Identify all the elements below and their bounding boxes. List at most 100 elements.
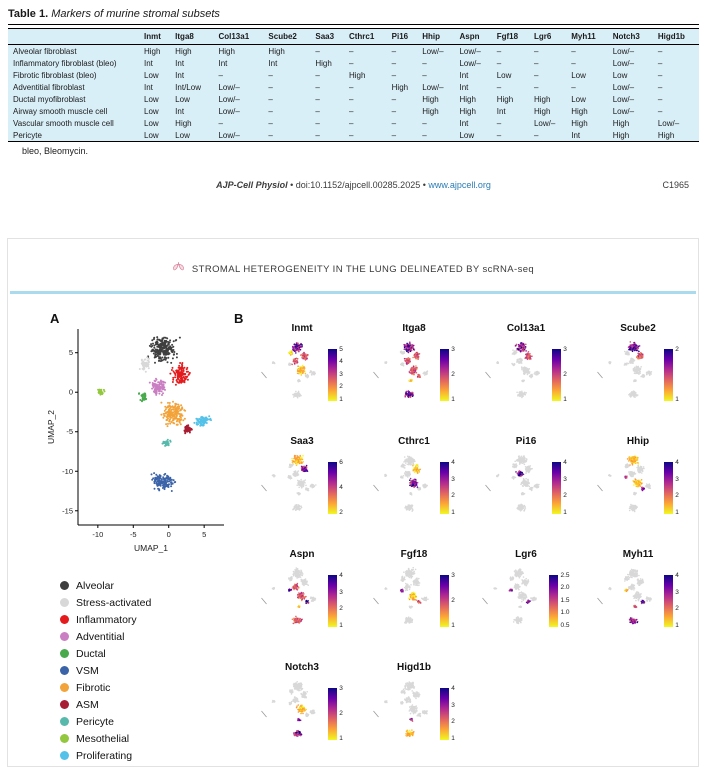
table-cell: Low/–	[612, 46, 635, 56]
colorbar-tick: 1	[675, 508, 679, 516]
table-cell: Int	[175, 70, 185, 80]
table-cell: Low/–	[218, 106, 240, 116]
table-cell: –	[533, 46, 539, 56]
table-cell: –	[348, 58, 354, 68]
table-cell: Low	[571, 70, 586, 80]
legend-item-adventitial: Adventitial	[60, 628, 151, 645]
column-header: Fgf18	[492, 28, 530, 45]
colorbar-ticks: 3 2 1	[563, 346, 567, 403]
table-cell: –	[529, 129, 568, 142]
mini-umap	[373, 455, 429, 512]
table-label: Table 1.	[8, 8, 49, 20]
separator-dot: •	[287, 180, 296, 190]
table-cell: –	[571, 58, 576, 68]
journal-url-link[interactable]: www.ajpcell.org	[428, 180, 491, 190]
colorbar-tick: 0.5	[560, 621, 570, 629]
expression-colorbar	[552, 349, 562, 401]
colorbar-tick: 4	[675, 459, 679, 466]
table-cell: Int	[268, 58, 278, 68]
legend-color-dot	[60, 615, 69, 624]
gene-title: Fgf18	[400, 549, 428, 560]
table-cell: –	[657, 58, 663, 68]
mini-umap	[261, 454, 317, 511]
expression-colorbar	[549, 575, 559, 627]
row-label: Vascular smooth muscle cell	[13, 118, 114, 128]
expression-colorbar	[664, 575, 674, 627]
column-header: Saa3	[311, 28, 345, 45]
row-label: Inflammatory fibroblast (bleo)	[13, 58, 117, 68]
svg-text:-10: -10	[62, 467, 73, 476]
legend-item-pericyte: Pericyte	[60, 713, 151, 730]
feature-plot-aspn: Aspn 4 3 2 1	[248, 549, 356, 640]
feature-plot-fgf18: Fgf18 3 2 1	[360, 549, 468, 640]
colorbar-ticks: 4 3 2 1	[339, 572, 343, 629]
colorbar-tick: 2	[563, 492, 567, 499]
table-cell: –	[268, 94, 273, 104]
colorbar-tick: 3	[563, 346, 567, 353]
table-cell: Low/–	[533, 118, 556, 128]
table-cell: High	[315, 58, 332, 68]
legend-item-vsm: VSM	[60, 662, 151, 679]
legend-color-dot	[60, 717, 69, 726]
table-cell: Int	[496, 106, 506, 116]
table-cell: High	[348, 70, 366, 80]
svg-text:0: 0	[167, 530, 171, 539]
table-corner-cell	[8, 28, 140, 45]
table-row: Pericyte Low Low Low/– – – – – – Low – – Int High High	[8, 129, 699, 142]
colorbar-tick: 2	[339, 709, 343, 717]
table-row: Inflammatory fibroblast (bleo) Int Int Int I…	[8, 57, 699, 69]
legend-item-inflammatory: Inflammatory	[60, 611, 151, 628]
feature-plot-itga8: Itga8 3 2 1	[360, 323, 468, 414]
colorbar-ticks: 5 4 3 2 1	[339, 346, 343, 403]
feature-plot-inmt: Inmt 5 4 3 2 1	[248, 323, 356, 414]
expression-colorbar	[328, 575, 338, 627]
colorbar-tick: 1	[563, 508, 567, 516]
column-header: Hhip	[418, 28, 456, 45]
feature-plot-higd1b: Higd1b 4 3 2 1	[360, 662, 468, 753]
svg-text:0: 0	[69, 388, 73, 397]
gene-title: Aspn	[289, 549, 315, 560]
row-label: Alveolar fibroblast	[13, 46, 77, 56]
table-row: Vascular smooth muscle cell Low High – – – – – –…	[8, 117, 699, 129]
colorbar-tick: 3	[339, 370, 343, 378]
feature-plot-grid: Inmt 5 4 3 2 1 Itga8 3 2 1 Col13a1 3 2 1 Scube2 2 1 Saa3 6…	[248, 323, 694, 753]
mini-umap	[373, 341, 429, 398]
colorbar-tick: 4	[451, 685, 455, 692]
table-cell: High	[422, 106, 439, 116]
table-cell: Int	[144, 58, 153, 68]
svg-text:-15: -15	[62, 506, 73, 515]
legend-color-dot	[60, 734, 69, 743]
table-cell: –	[315, 118, 320, 128]
colorbar-tick: 3	[451, 346, 455, 353]
table-cell: Low	[144, 118, 159, 128]
colorbar-ticks: 4 3 2 1	[675, 459, 679, 516]
table-cell: –	[268, 82, 273, 92]
table-row: Airway smooth muscle cell Low Int Low/– – – – –…	[8, 105, 699, 117]
panel-a-label: A	[50, 311, 60, 326]
gene-title: Myh11	[622, 549, 654, 560]
feature-plot-pi16: Pi16 4 3 2 1	[472, 436, 580, 527]
table-cell: Low	[612, 70, 628, 80]
colorbar-tick: 3	[339, 685, 343, 692]
column-header: Cthrc1	[344, 28, 388, 45]
cluster-legend: Alveolar Stress-activated Inflammatory Adve…	[60, 577, 151, 764]
colorbar-tick: 2.5	[560, 572, 570, 579]
legend-color-dot	[60, 598, 69, 607]
gene-title: Col13a1	[506, 323, 546, 334]
legend-label: Alveolar	[76, 579, 114, 592]
mini-umap	[373, 681, 429, 737]
table-cell: Int/Low	[175, 82, 201, 92]
table-cell: Low/–	[214, 129, 265, 142]
row-label: Ductal myofibroblast	[13, 94, 86, 104]
column-header: Higd1b	[653, 28, 699, 45]
colorbar-ticks: 4 3 2 1	[451, 685, 455, 742]
table-cell: –	[533, 82, 539, 92]
legend-label: Ductal	[76, 647, 106, 660]
table-cell: High	[571, 118, 588, 128]
svg-text:-5: -5	[66, 427, 73, 436]
row-label: Airway smooth muscle cell	[13, 106, 108, 116]
legend-color-dot	[60, 632, 69, 641]
table-cell: High	[459, 106, 476, 116]
table-cell: Low	[144, 70, 159, 80]
legend-item-alveolar: Alveolar	[60, 577, 151, 594]
